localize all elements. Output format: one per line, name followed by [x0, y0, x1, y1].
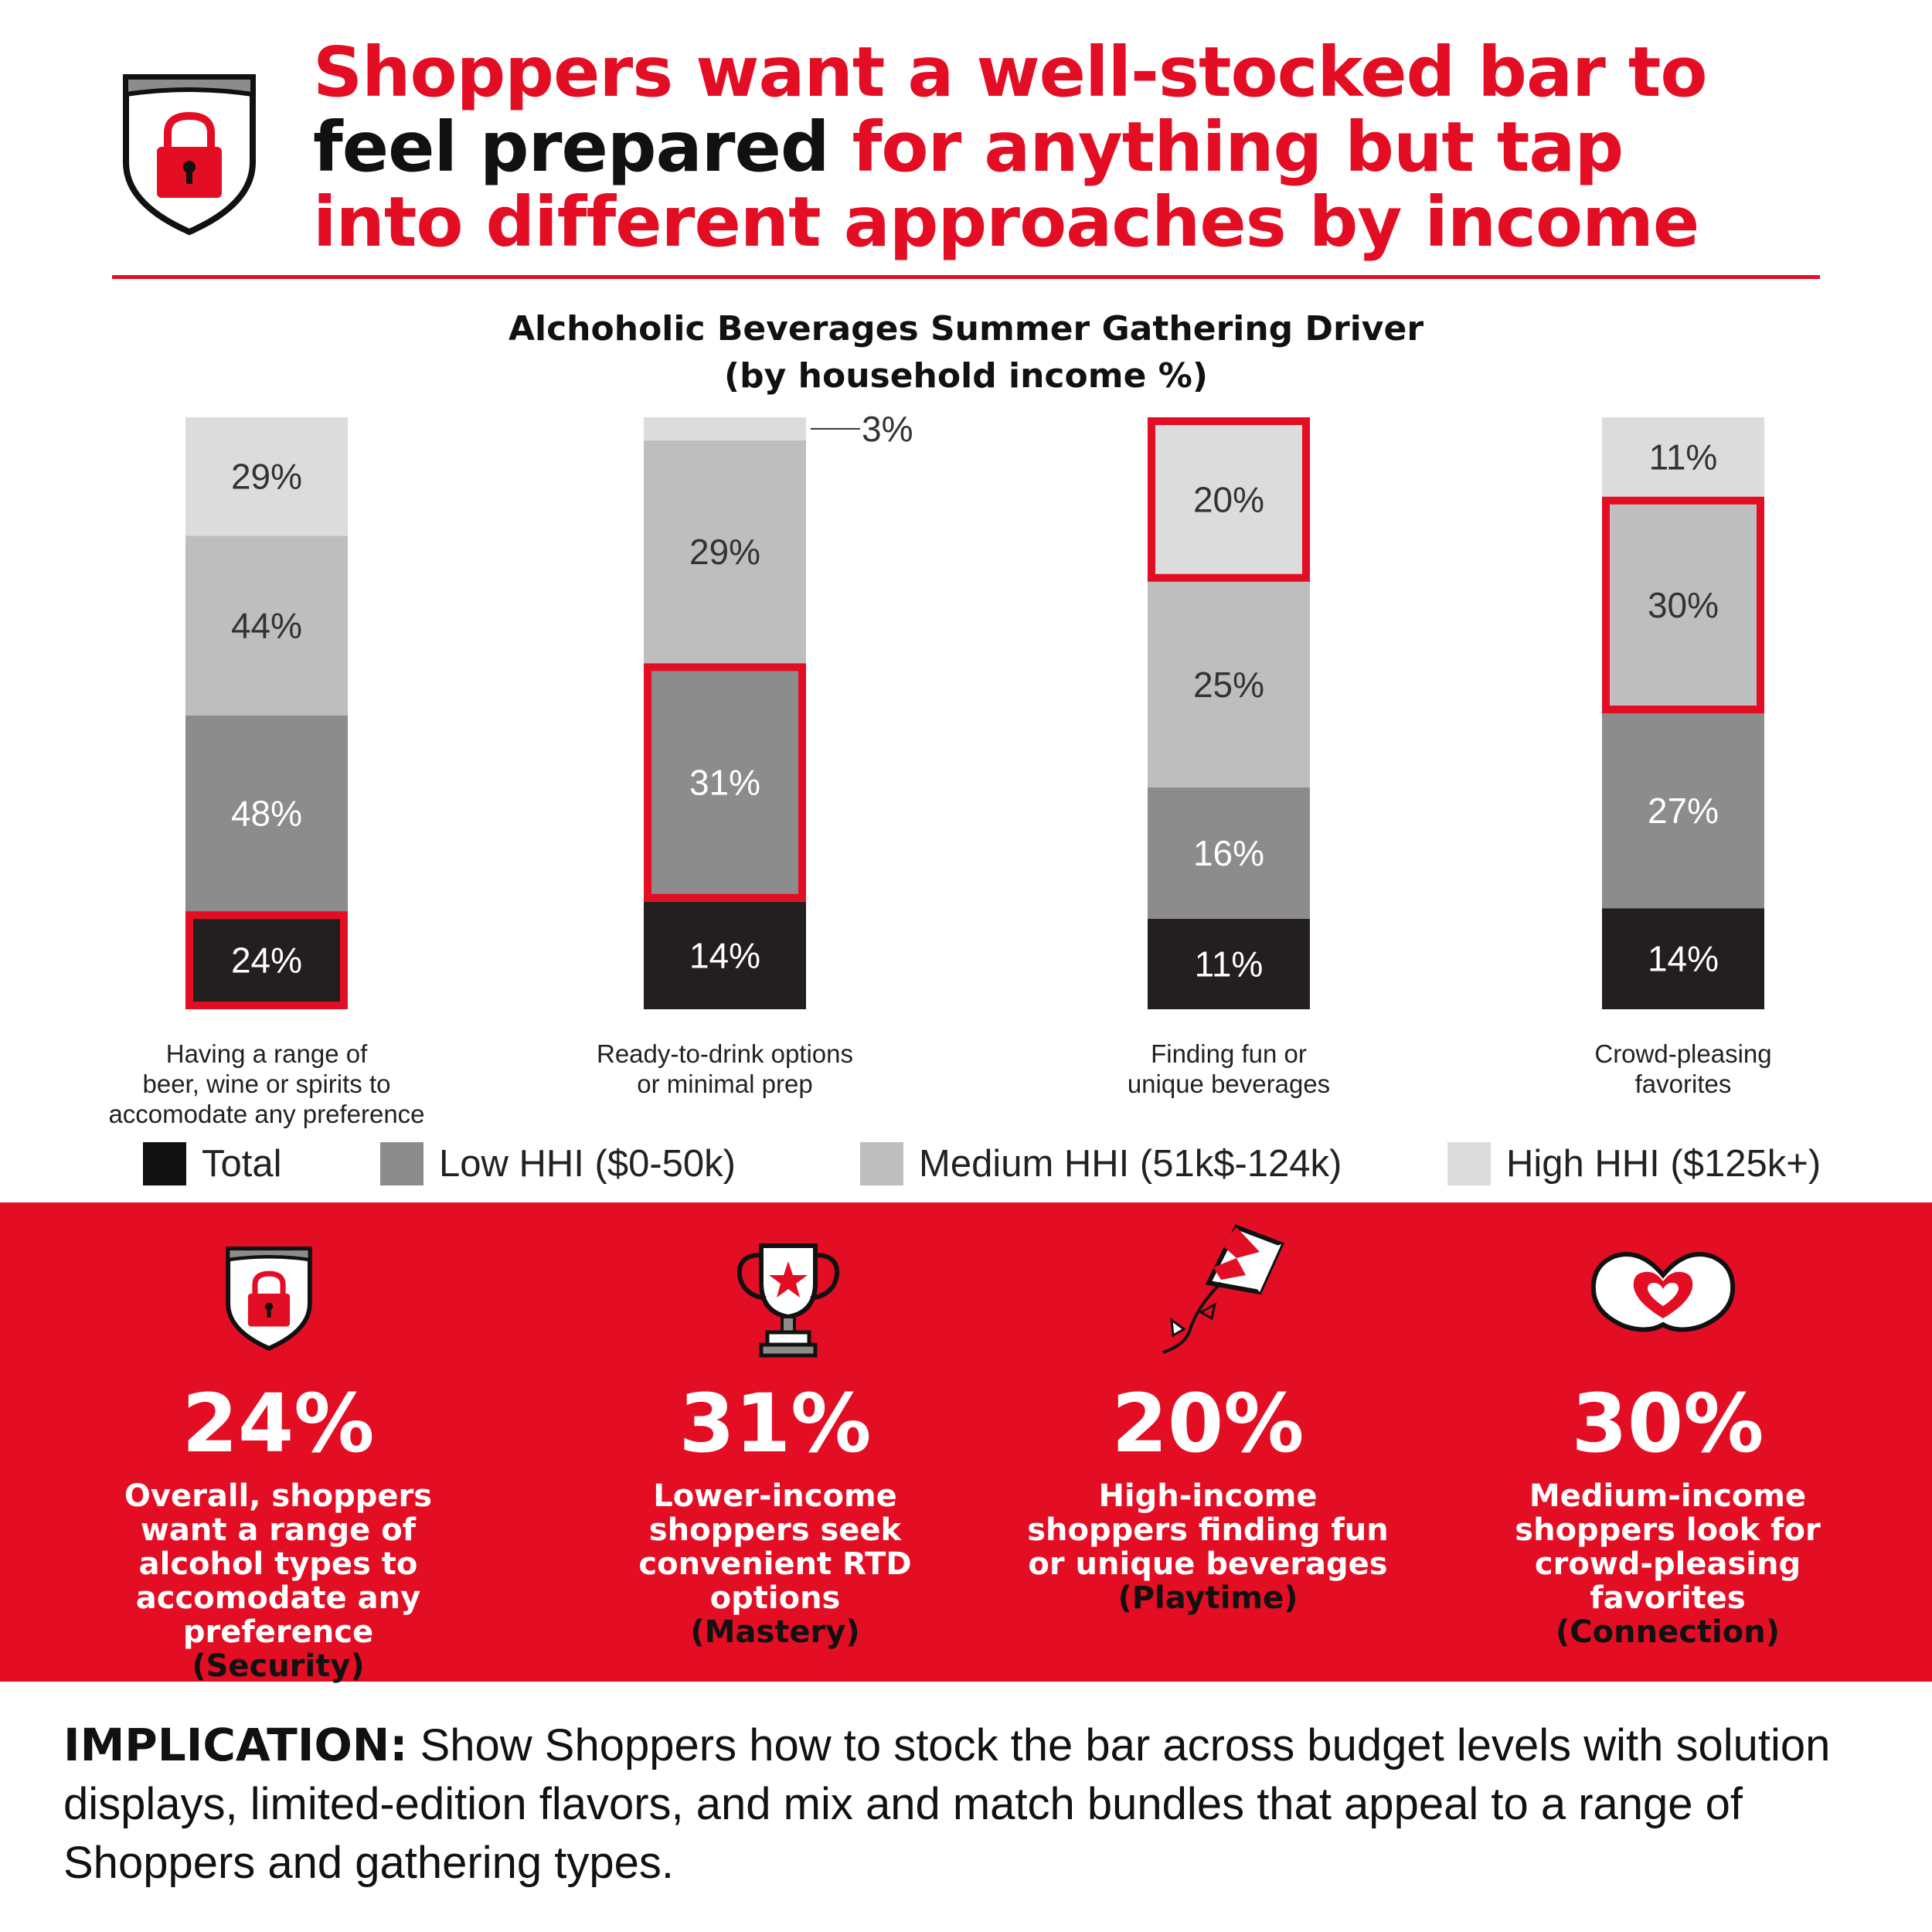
legend-label-medium-hhi: Medium HHI (51k$-124k): [919, 1143, 1342, 1185]
bar-segment-medium-hhi: [1602, 496, 1764, 713]
header-shield-lock-icon: [123, 74, 256, 236]
legend-item-total: Total: [143, 1142, 282, 1185]
stat-mastery-description: Lower-income shoppers seek convenient RT…: [638, 1478, 912, 1616]
data-label-medium-hhi: 30%: [1648, 585, 1719, 625]
data-label-total: 24%: [231, 940, 302, 981]
bar-segment-medium-hhi: [185, 536, 348, 716]
stat-playtime: 20% High-income shoppers finding fun or …: [1022, 1377, 1393, 1615]
kite-icon: [1162, 1224, 1285, 1354]
headline-line-2: feel prepared for anything but tap: [313, 110, 1897, 185]
bar-segment-total: [1602, 908, 1764, 1009]
bar-segment-medium-hhi: [644, 440, 806, 664]
category-label: Ready-to-drink options: [597, 1039, 853, 1068]
legend-label-low-hhi: Low HHI ($0-50k): [439, 1143, 736, 1185]
category-label: favorites: [1635, 1070, 1732, 1098]
data-label-total: 14%: [689, 935, 760, 975]
bar-segment-low-hhi: [1602, 713, 1764, 909]
trophy-star-icon: [736, 1243, 840, 1358]
stat-playtime-value: 20%: [1111, 1376, 1304, 1471]
legend-swatch-high-hhi: [1447, 1142, 1491, 1185]
headline-line-2-rest: for anything but tap: [828, 107, 1624, 187]
data-label-medium-hhi: 25%: [1193, 665, 1264, 705]
stat-mastery-value: 31%: [679, 1376, 872, 1471]
highlight-frame: [1148, 417, 1310, 582]
bar-segment-total: [644, 901, 806, 1009]
data-label-high-hhi: 29%: [231, 457, 302, 497]
category-label: accomodate any preference: [108, 1100, 424, 1128]
data-label-medium-hhi: 44%: [231, 605, 302, 645]
data-label-high-hhi: 3%: [862, 409, 913, 449]
shield-lock-icon: [226, 1247, 312, 1351]
legend-item-medium-hhi: Medium HHI (51k$-124k): [860, 1142, 1342, 1185]
category-label: Finding fun or: [1151, 1039, 1307, 1068]
header-divider: [112, 275, 1820, 279]
bar-segment-low-hhi: [1148, 787, 1310, 919]
implication: IMPLICATION: Show Shoppers how to stock …: [63, 1716, 1887, 1893]
category-label: Crowd-pleasing: [1594, 1039, 1771, 1068]
chart-subtitle: (by household income %): [724, 356, 1208, 396]
data-label-low-hhi: 31%: [689, 763, 760, 803]
data-label-low-hhi: 27%: [1648, 791, 1719, 831]
legend-swatch-medium-hhi: [860, 1142, 903, 1185]
implication-label: IMPLICATION:: [63, 1719, 408, 1771]
legend-label-total: Total: [202, 1143, 282, 1185]
bar-segment-high-hhi: [1148, 417, 1310, 582]
chart-title-block: Alchoholic Beverages Summer Gathering Dr…: [348, 305, 1584, 400]
data-label-high-hhi: 11%: [1649, 437, 1718, 477]
headline: Shoppers want a well-stocked bar to feel…: [313, 35, 1897, 260]
data-label-low-hhi: 48%: [231, 793, 302, 833]
stat-security-value: 24%: [182, 1376, 375, 1471]
highlight-frame: [1602, 496, 1764, 713]
stat-connection-motive: (Connection): [1556, 1614, 1780, 1650]
category-label: or minimal prep: [637, 1070, 812, 1098]
stat-mastery: 31% Lower-income shoppers seek convenien…: [590, 1377, 961, 1649]
headline-line-1: Shoppers want a well-stocked bar to: [313, 32, 1708, 112]
highlight-frame: [644, 663, 806, 902]
legend-label-high-hhi: High HHI ($125k+): [1506, 1143, 1821, 1185]
data-label-high-hhi: 20%: [1193, 479, 1264, 519]
bar-segment-low-hhi: [185, 715, 348, 912]
category-label: Having a range of: [166, 1039, 368, 1068]
stat-security: 24% Overall, shoppers want a range of al…: [93, 1377, 464, 1683]
headline-line-3: into different approaches by income: [313, 182, 1699, 262]
implication-text: Show Shoppers how to stock the bar acros…: [63, 1720, 1831, 1888]
bar-segment-low-hhi: [644, 663, 806, 902]
headline-emphasis: feel prepared: [313, 107, 830, 187]
bar-segment-high-hhi: [644, 417, 806, 440]
stat-security-description: Overall, shoppers want a range of alcoho…: [124, 1478, 433, 1650]
highlight-frame: [185, 911, 348, 1009]
data-label-low-hhi: 16%: [1193, 833, 1264, 873]
legend-item-low-hhi: Low HHI ($0-50k): [380, 1142, 736, 1185]
data-label-total: 14%: [1648, 939, 1719, 979]
data-label-medium-hhi: 29%: [689, 532, 760, 572]
stat-connection-description: Medium-income shoppers look for crowd-pl…: [1515, 1478, 1821, 1616]
stat-connection-value: 30%: [1571, 1376, 1764, 1471]
stat-security-motive: (Security): [192, 1648, 365, 1684]
bar-segment-medium-hhi: [1148, 581, 1310, 787]
stat-playtime-motive: (Playtime): [1117, 1580, 1298, 1616]
bar-segment-total: [185, 911, 348, 1009]
legend-swatch-low-hhi: [380, 1142, 423, 1185]
stat-playtime-description: High-income shoppers finding fun or uniq…: [1027, 1478, 1389, 1582]
data-label-total: 11%: [1195, 944, 1264, 984]
bar-segment-high-hhi: [1602, 417, 1764, 497]
bar-segment-high-hhi: [185, 417, 348, 536]
legend-item-high-hhi: High HHI ($125k+): [1447, 1142, 1821, 1185]
chart-title: Alchoholic Beverages Summer Gathering Dr…: [508, 309, 1424, 349]
category-label: beer, wine or spirits to: [143, 1070, 391, 1098]
legend-swatch-total: [143, 1142, 186, 1185]
category-label: unique beverages: [1128, 1070, 1330, 1098]
heart-hands-icon: [1590, 1252, 1736, 1332]
bar-segment-total: [1148, 918, 1310, 1009]
stat-connection: 30% Medium-income shoppers look for crow…: [1482, 1377, 1853, 1649]
stat-mastery-motive: (Mastery): [690, 1614, 860, 1650]
